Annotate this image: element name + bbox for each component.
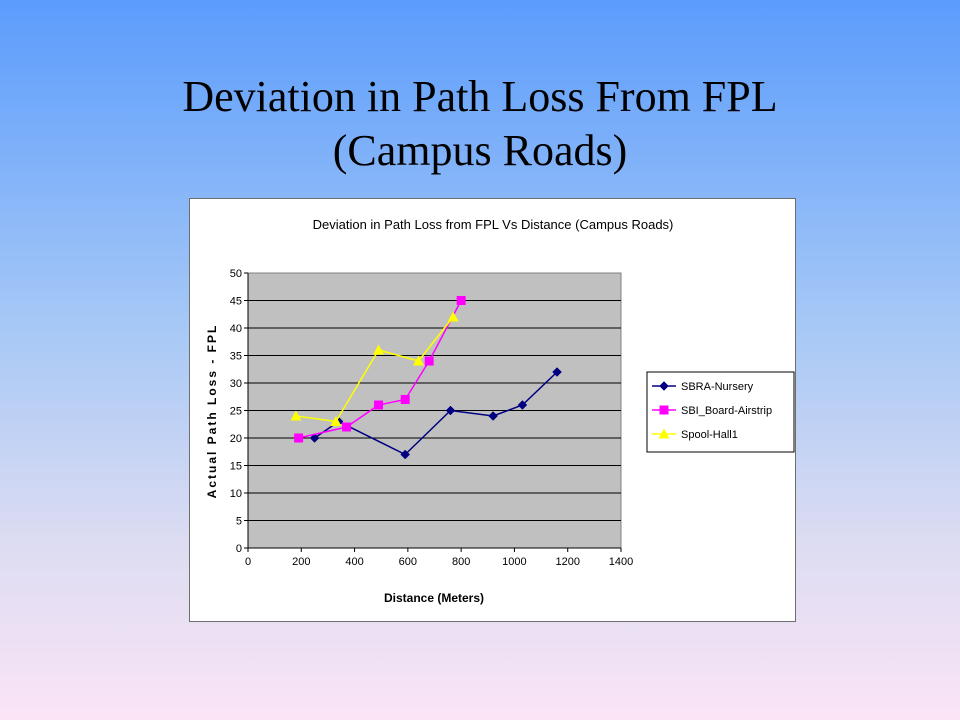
data-point-sbi-board-airstrip [294,433,304,443]
x-tick-label: 1400 [609,556,633,568]
y-tick-label: 15 [230,461,242,473]
data-point-spool-hall1 [447,311,459,322]
data-point-sbra-nursery [517,400,528,410]
y-tick-label: 10 [230,488,242,500]
legend-label: SBI_Board-Airstrip [681,405,772,417]
series-line-sbi-board-airstrip [298,300,462,439]
data-point-sbi-board-airstrip [374,400,384,410]
data-point-sbi-board-airstrip [424,356,434,366]
data-point-spool-hall1 [413,355,425,366]
slide-title: Deviation in Path Loss From FPL (Campus … [0,70,960,178]
data-point-sbra-nursery [400,449,411,460]
y-axis: 0 5 10 15 20 25 30 35 40 45 50 [230,268,249,555]
legend-item-sbi-board-airstrip: SBI_Board-Airstrip [652,405,772,417]
x-tick-label: 400 [345,556,363,568]
x-tick-label: 1000 [502,556,526,568]
legend-items: SBRA-Nursery SBI_Board-Airstrip Spool-Hall… [652,381,772,441]
y-tick-label: 25 [230,406,242,418]
data-point-spool-hall1 [290,410,302,421]
data-point-sbra-nursery [488,411,498,421]
series-spool-hall1 [290,311,459,426]
data-point-sbi-board-airstrip [456,296,466,305]
legend-label: SBRA-Nursery [681,381,754,393]
data-point-sbra-nursery [445,405,456,416]
data-point-sbi-board-airstrip [342,422,352,432]
series-layer [290,296,562,460]
grid-lines [248,300,621,521]
line-chart: Deviation in Path Loss from FPL Vs Dista… [205,217,795,605]
legend-item-sbra-nursery: SBRA-Nursery [652,381,754,393]
y-tick-label: 5 [236,516,242,528]
legend-item-spool-hall1: Spool-Hall1 [652,428,738,441]
chart-title: Deviation in Path Loss from FPL Vs Dista… [313,217,674,232]
data-point-spool-hall1 [330,416,342,426]
legend-marker [659,381,669,391]
series-sbi-board-airstrip [294,296,466,443]
x-axis-label: Distance (Meters) [384,591,484,605]
data-point-spool-hall1 [373,344,385,355]
y-tick-label: 45 [230,296,242,308]
chart-container: Deviation in Path Loss from FPL Vs Dista… [189,198,796,622]
x-tick-label: 800 [452,556,470,568]
legend-marker [659,405,669,415]
y-tick-label: 30 [230,378,242,390]
legend: SBRA-Nursery SBI_Board-Airstrip Spool-Hall… [646,371,795,453]
x-tick-label: 600 [399,556,417,568]
x-tick-label: 200 [292,556,310,568]
y-tick-label: 50 [230,268,242,280]
y-tick-label: 0 [236,543,242,555]
slide-title-line-1: Deviation in Path Loss From FPL [182,72,778,121]
legend-label: Spool-Hall1 [681,429,738,441]
y-axis-label: Actual Path Loss - FPL [205,324,219,499]
slide-title-line-2: (Campus Roads) [332,126,628,175]
x-tick-label: 0 [245,556,251,568]
data-point-sbi-board-airstrip [400,395,410,404]
y-tick-label: 35 [230,351,242,363]
y-tick-label: 40 [230,323,242,335]
legend-marker [658,428,670,439]
x-tick-label: 1200 [555,556,579,568]
y-tick-label: 20 [230,433,242,445]
data-point-sbra-nursery [309,433,320,443]
x-axis: 0 200 400 600 800 1000 1200 1400 [245,547,633,568]
data-point-sbra-nursery [552,367,562,377]
